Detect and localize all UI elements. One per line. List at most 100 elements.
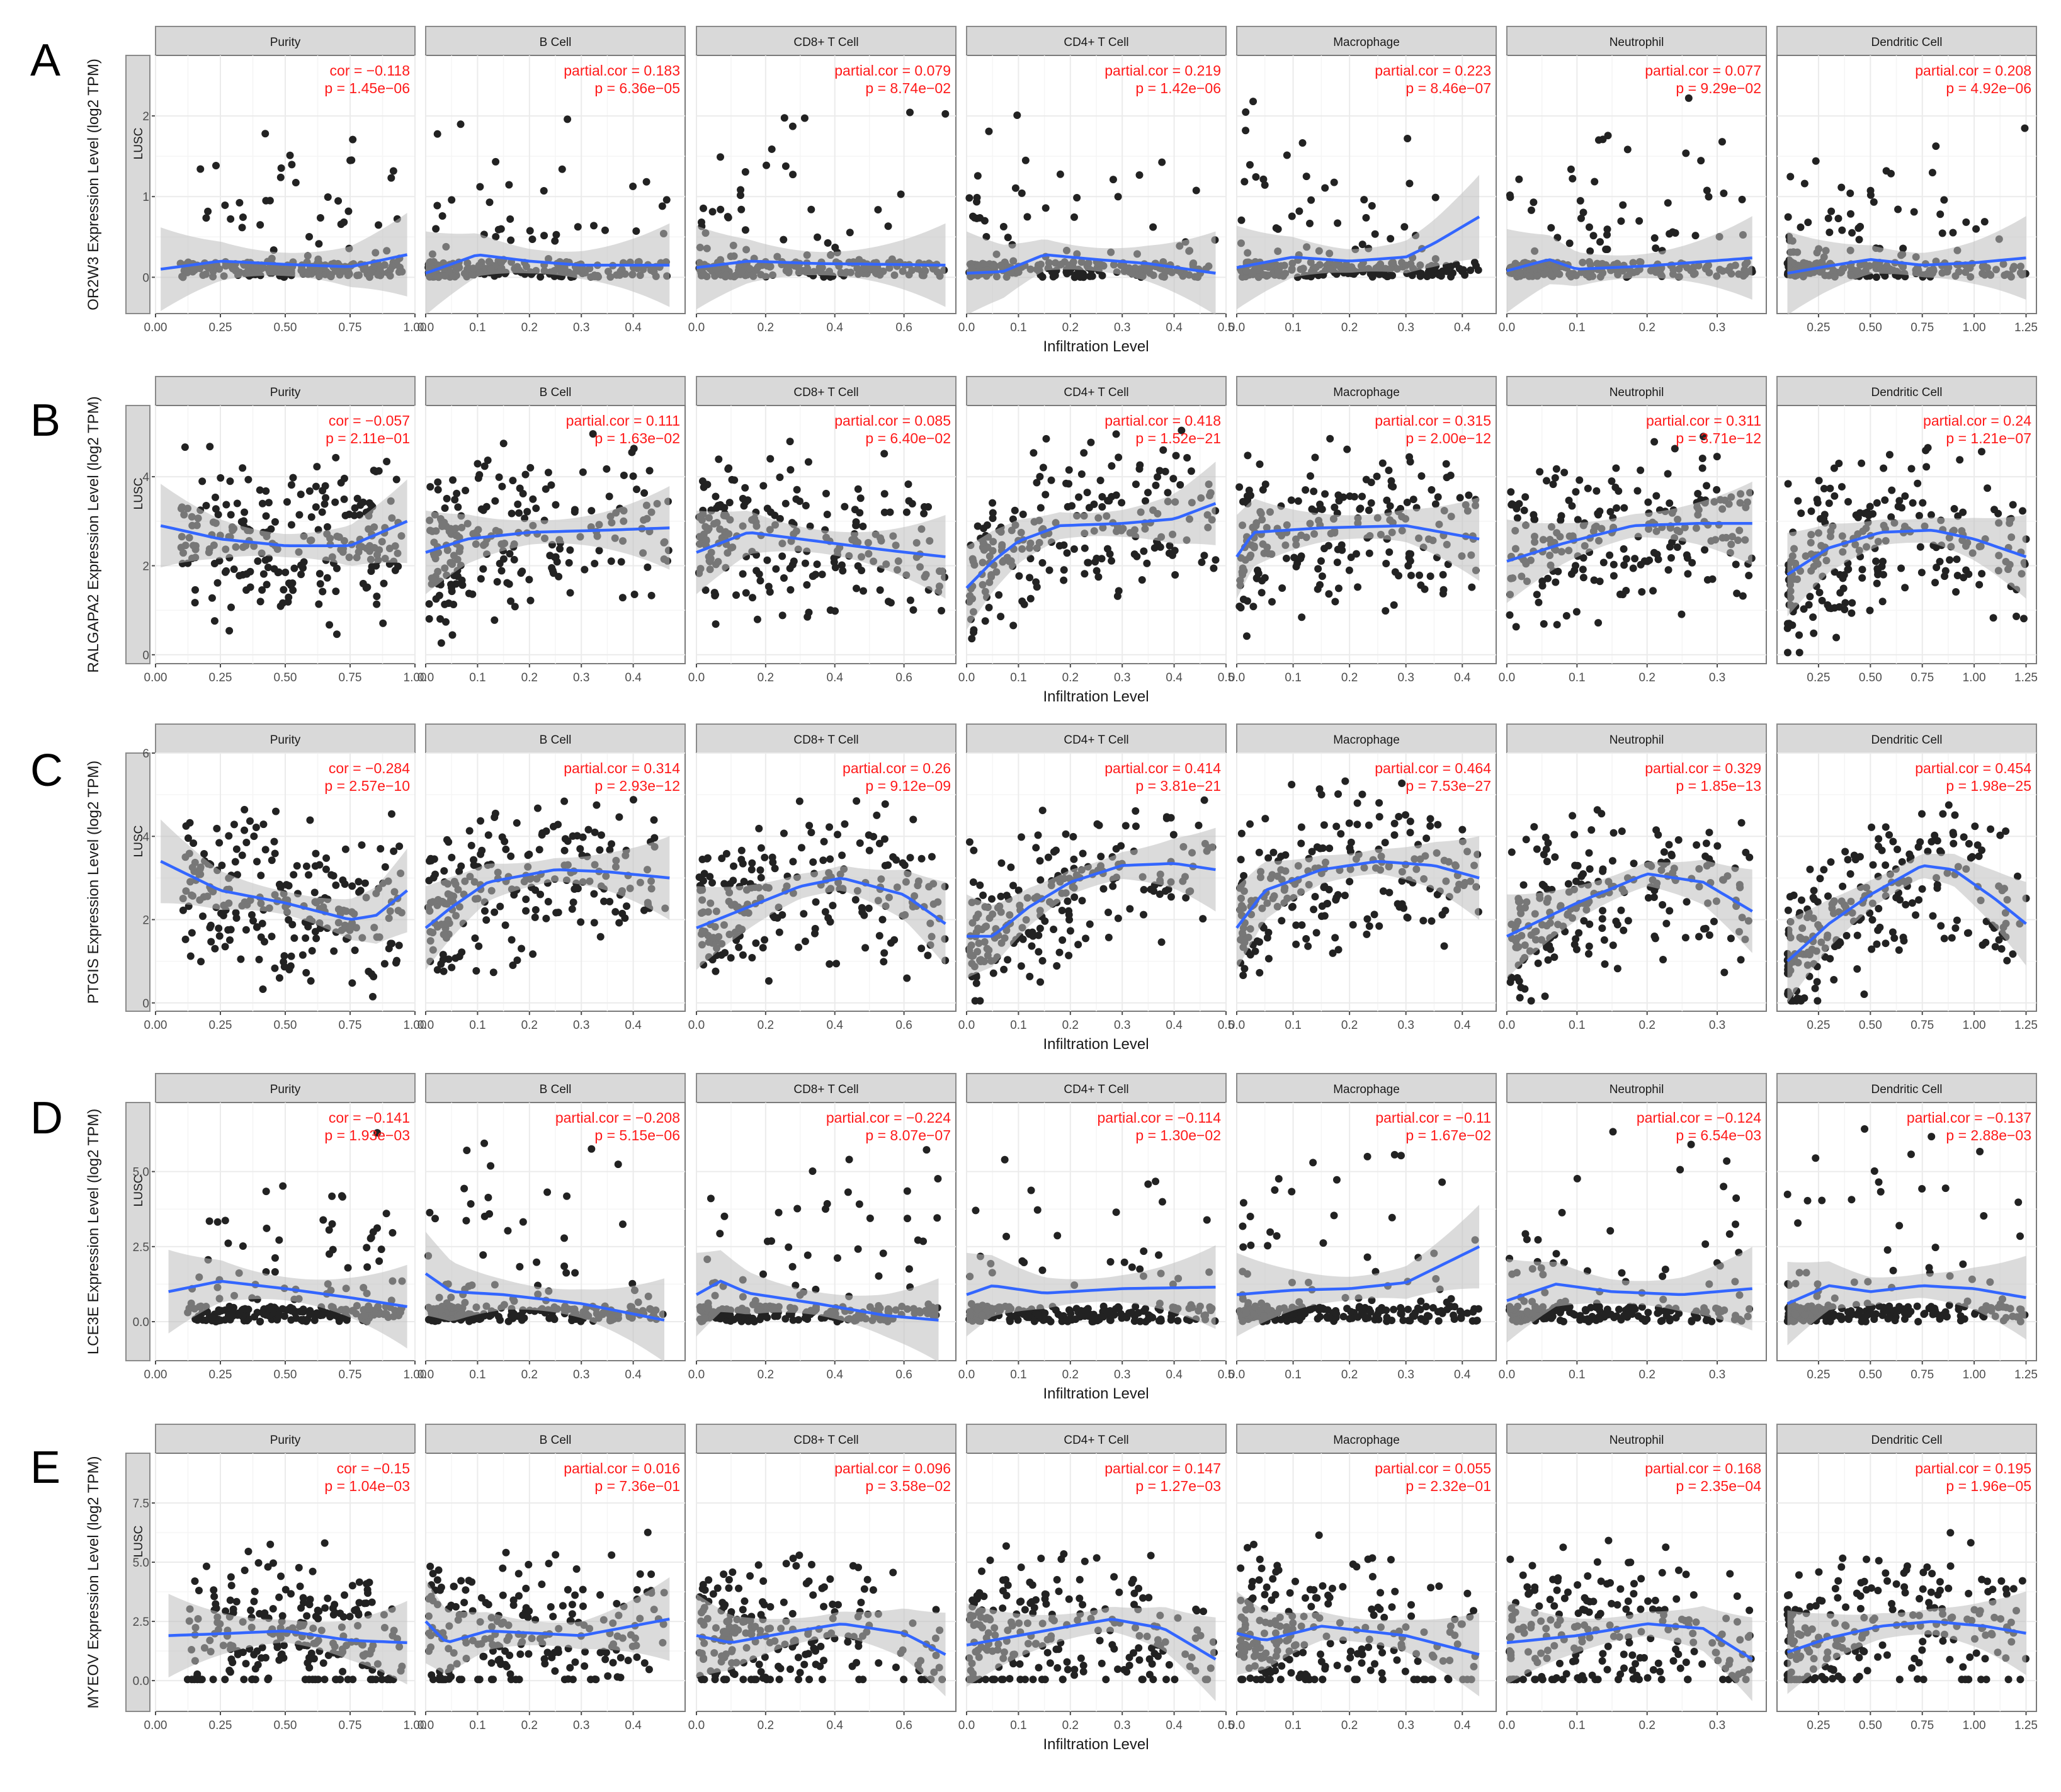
data-point [1540,851,1548,859]
data-point [1917,569,1926,577]
data-point [1434,820,1442,829]
data-point [1375,922,1383,930]
data-point [312,503,320,511]
data-point [474,460,482,468]
data-point [822,489,830,497]
data-point [256,221,264,229]
data-point [1070,893,1079,901]
data-point [642,178,650,186]
data-point [851,895,860,904]
data-point [1259,175,1268,183]
data-point [856,509,864,517]
data-point [210,559,219,567]
data-point [1379,887,1387,895]
data-point [800,910,808,918]
facet-title: B Cell [540,386,572,399]
correlation-label: partial.cor = 0.077 [1645,62,1761,79]
data-point [1065,951,1073,960]
data-point [332,587,340,596]
data-point [521,470,530,479]
data-point [1086,272,1094,280]
facet-title: CD4+ T Cell [1064,734,1128,747]
data-point [1447,273,1455,281]
data-point [525,576,533,584]
data-point [832,960,841,968]
data-point [1332,893,1341,902]
data-point [489,968,497,977]
data-point [1333,559,1341,567]
data-point [450,600,458,608]
data-point [302,862,310,870]
data-point [1035,948,1043,956]
data-point [1637,466,1645,474]
data-point [321,482,329,490]
data-point [1439,589,1447,598]
data-point [1023,213,1031,221]
data-point [1302,173,1310,181]
data-point [1713,485,1721,494]
data-point [1060,566,1068,574]
data-point [258,586,266,594]
data-point [237,518,246,526]
data-point [315,600,323,608]
data-point [712,620,720,628]
x-tick-label: 0.4 [827,321,844,334]
data-point [359,498,367,506]
data-point [332,881,340,889]
x-tick-label: 0.75 [339,321,362,334]
data-point [351,504,359,512]
data-point [179,906,187,914]
data-point [1579,574,1587,582]
data-point [1594,619,1603,627]
data-point [1039,463,1047,472]
data-point [1977,448,1985,456]
data-point [1797,223,1805,231]
data-point [1192,186,1200,195]
data-point [272,807,280,815]
x-tick-label: 1.00 [1963,671,1986,684]
data-point [629,472,637,480]
data-point [1256,968,1264,977]
data-point [552,909,560,917]
data-point [207,921,215,929]
data-point [908,500,916,508]
cancer-label: LUSC [132,128,145,160]
data-point [865,904,873,912]
data-point [1515,500,1523,508]
data-point [1112,430,1120,438]
data-point [1538,880,1547,888]
data-point [1602,246,1610,254]
data-point [462,487,470,495]
data-point [454,503,462,511]
data-point [741,484,749,492]
data-point [717,205,725,213]
data-point [1244,451,1252,460]
data-point [478,846,486,854]
data-point [1200,552,1208,560]
data-point [526,596,535,604]
data-point [256,486,264,494]
data-point [1601,960,1609,968]
data-point [1011,506,1019,514]
data-point [712,492,720,501]
data-point [1513,514,1521,522]
data-point [1400,223,1409,231]
data-point [1994,509,2002,518]
data-point [491,497,499,505]
data-point [623,902,631,910]
x-tick-label: 1.25 [2014,321,2038,334]
x-tick-label: 0.0 [958,671,975,684]
data-point [1288,212,1296,220]
data-point [241,826,249,834]
data-point [217,474,225,482]
data-point [477,505,485,513]
data-point [995,591,1003,599]
data-point [1530,823,1538,831]
data-point [271,964,279,972]
data-point [761,936,769,944]
data-point [259,985,267,994]
data-point [989,514,997,523]
data-point [276,173,285,181]
